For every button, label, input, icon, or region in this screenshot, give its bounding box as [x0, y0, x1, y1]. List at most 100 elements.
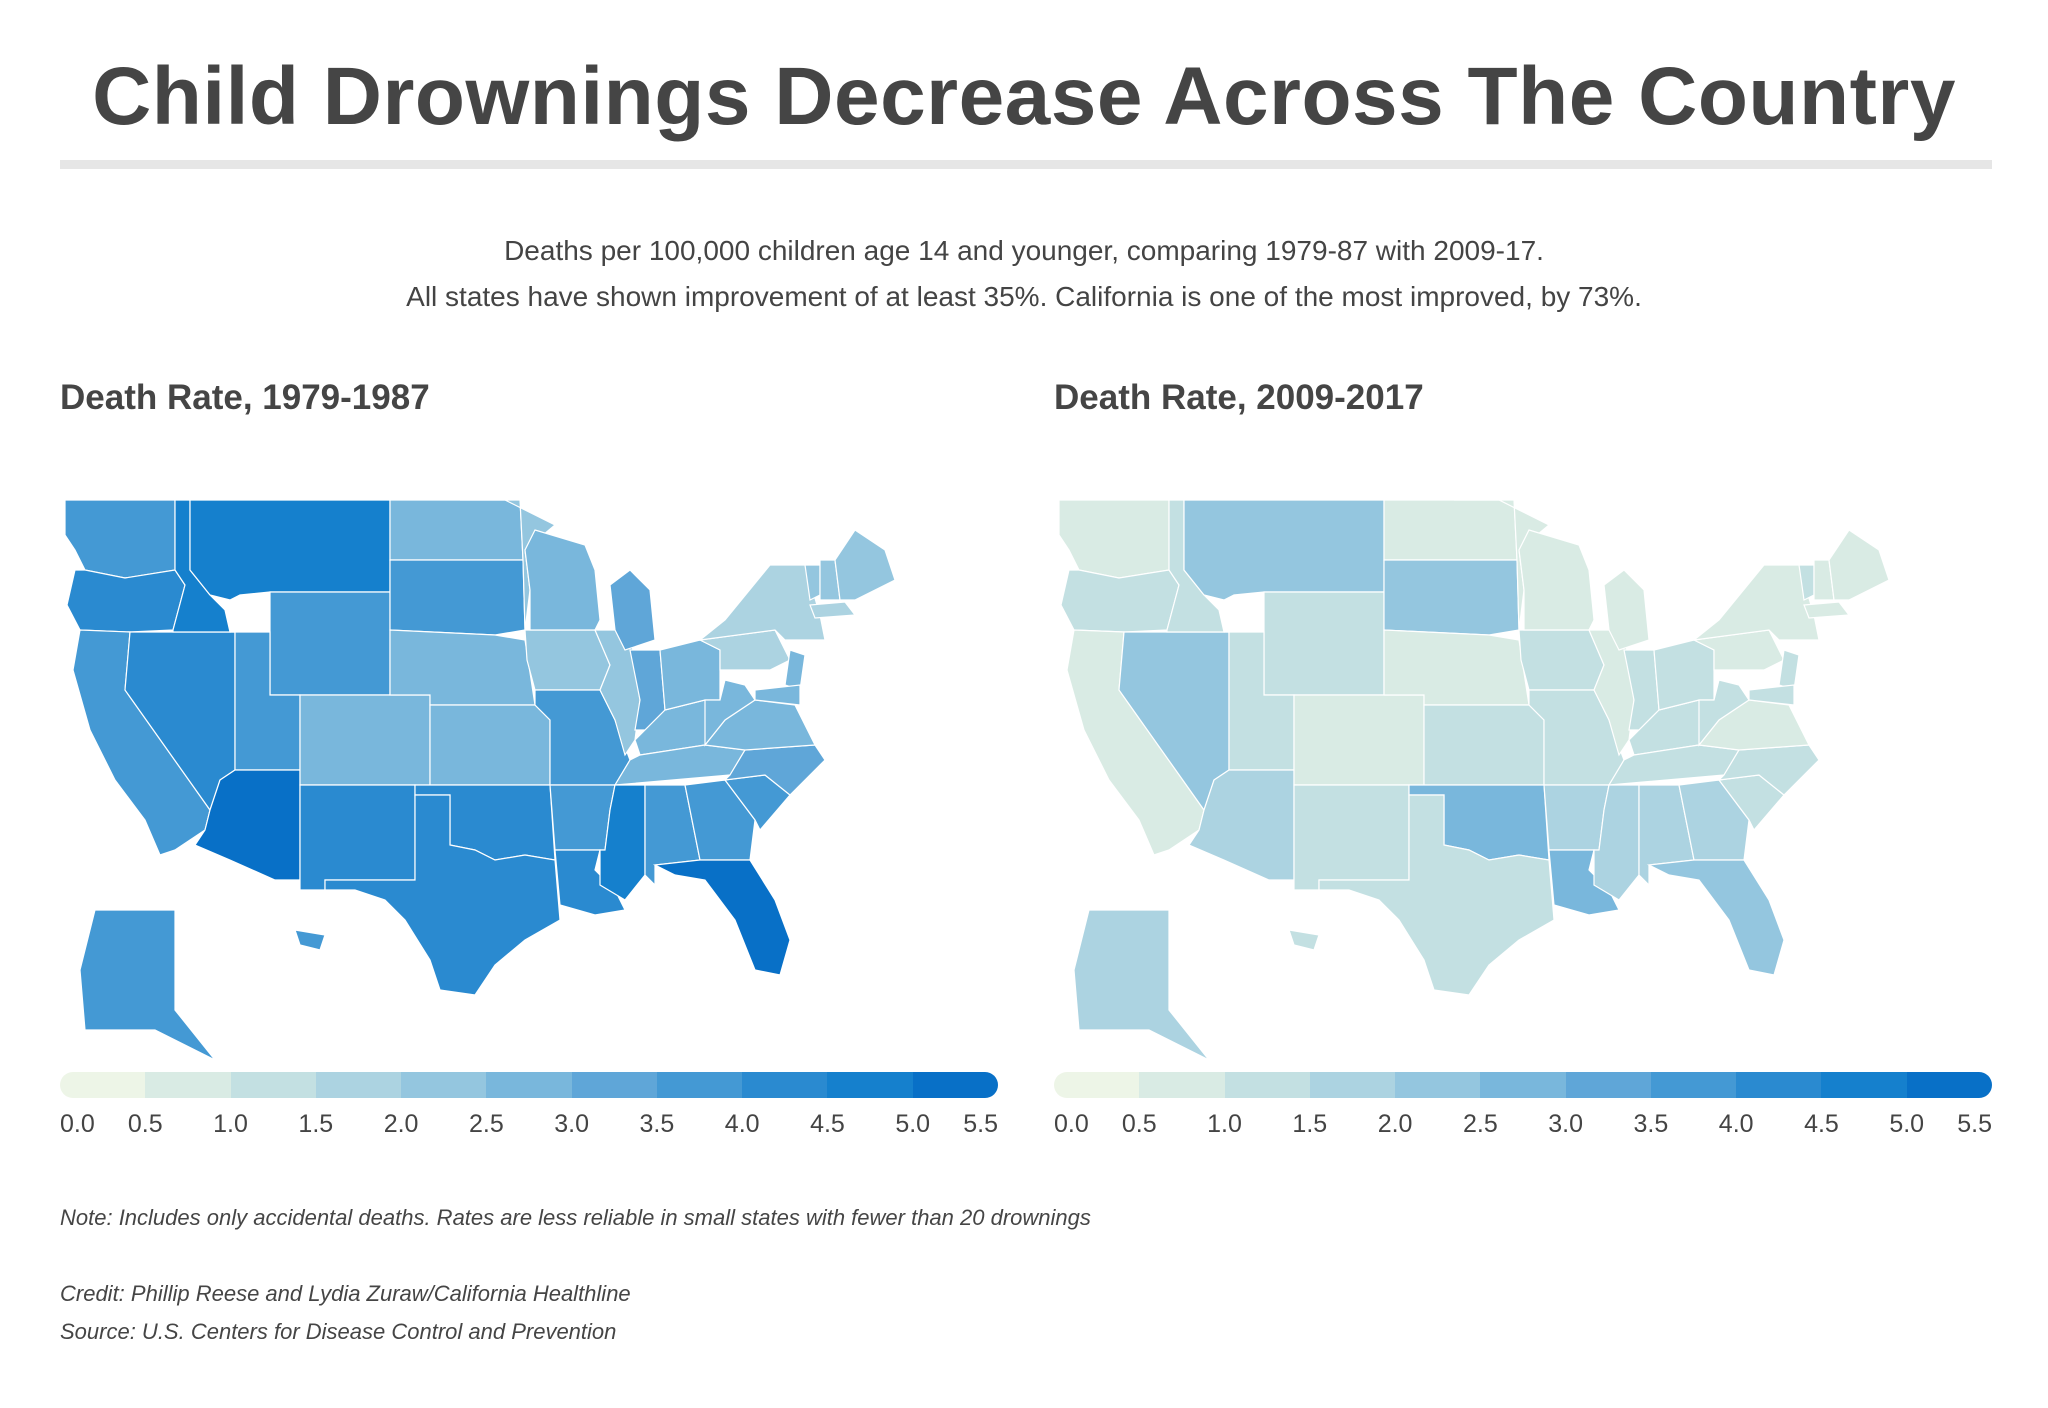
state-nm — [1293, 784, 1410, 891]
legend-tick-label: 1.0 — [1207, 1110, 1242, 1138]
legend-tick-label: 1.5 — [1292, 1110, 1328, 1138]
legend-2009-bar — [1054, 1072, 1992, 1098]
state-mt — [189, 499, 391, 601]
legend-tick-label: 4.5 — [1804, 1110, 1839, 1138]
state-fl — [652, 859, 791, 976]
legend-1979-labels: 0.0 0.5 1.0 1.5 2.0 2.5 3.0 3.5 4.0 4.5 5.0 5.5 — [60, 1110, 998, 1144]
legend-tick-label: 1.0 — [213, 1110, 248, 1138]
state-hi — [1288, 929, 1320, 951]
state-md — [754, 684, 801, 706]
page-title: Child Drownings Decrease Across The Coun… — [92, 51, 1956, 142]
state-nd — [1383, 499, 1518, 561]
legend-tick-label: 1.5 — [298, 1110, 334, 1138]
legend-tick-label: 3.0 — [1548, 1110, 1584, 1138]
state-md — [1748, 684, 1795, 706]
state-wy — [1263, 591, 1385, 696]
legend-tick-label: 2.0 — [383, 1110, 419, 1138]
legend-swatch — [401, 1072, 487, 1098]
legend-1979 — [60, 1072, 998, 1098]
state-co — [299, 694, 431, 786]
state-me — [834, 529, 896, 601]
state-wa — [1058, 499, 1170, 579]
state-or — [66, 569, 186, 633]
legend-tick-label: 3.5 — [1633, 1110, 1669, 1138]
legend-swatch — [656, 1072, 743, 1098]
state-ak — [1073, 909, 1210, 1061]
map-1979 — [55, 490, 1005, 1061]
state-la — [554, 849, 626, 916]
legend-tick-label: 5.0 — [1889, 1110, 1925, 1138]
state-la — [1548, 849, 1620, 916]
state-tx — [1318, 794, 1555, 996]
legend-tick-label: 3.5 — [639, 1110, 675, 1138]
legend-swatch — [1395, 1072, 1481, 1098]
state-mi — [609, 569, 656, 651]
legend-swatch — [1821, 1072, 1907, 1098]
legend-tick-label: 3.0 — [554, 1110, 590, 1138]
legend-swatch — [1736, 1072, 1822, 1098]
state-tx — [324, 794, 561, 996]
legend-swatch — [912, 1072, 998, 1098]
legend-tick-label: 5.0 — [895, 1110, 931, 1138]
state-ia — [524, 629, 611, 691]
state-ma — [1803, 601, 1851, 619]
legend-swatch — [1139, 1072, 1225, 1098]
legend-swatch — [1650, 1072, 1737, 1098]
source-text: Source: U.S. Centers for Disease Control… — [60, 1319, 617, 1344]
state-nm — [299, 784, 416, 891]
map-1979-title: Death Rate, 1979-1987 — [60, 378, 430, 417]
legend-tick-label: 4.0 — [1718, 1110, 1754, 1138]
legend-tick-label: 2.5 — [1462, 1110, 1498, 1138]
state-hi — [294, 929, 326, 951]
legend-2009-labels: 0.0 0.5 1.0 1.5 2.0 2.5 3.0 3.5 4.0 4.5 5.0 5.5 — [1054, 1110, 1992, 1144]
legend-tick-label: 4.0 — [724, 1110, 760, 1138]
legend-swatch — [1309, 1072, 1396, 1098]
state-ks — [429, 704, 551, 786]
subtitle-line-2: All states have shown improvement of at … — [406, 281, 1642, 312]
state-wv — [704, 679, 756, 747]
state-fl — [1646, 859, 1785, 976]
legend-tick-label: 0.0 — [1054, 1110, 1089, 1138]
legend-swatch — [1906, 1072, 1992, 1098]
state-ny — [1691, 564, 1820, 641]
legend-swatch — [486, 1072, 572, 1098]
state-me — [1828, 529, 1890, 601]
state-ne — [1383, 629, 1530, 706]
subtitle-line-1: Deaths per 100,000 children age 14 and y… — [504, 235, 1544, 266]
legend-swatch — [315, 1072, 402, 1098]
state-wi — [524, 529, 601, 631]
state-co — [1293, 694, 1425, 786]
state-ia — [1518, 629, 1605, 691]
state-or — [1060, 569, 1180, 633]
state-wv — [1698, 679, 1750, 747]
legend-tick-label: 0.0 — [60, 1110, 95, 1138]
credit-text: Credit: Phillip Reese and Lydia Zuraw/Ca… — [60, 1281, 631, 1306]
legend-swatch — [1054, 1072, 1140, 1098]
legend-tick-label: 5.5 — [963, 1110, 998, 1138]
state-mi — [1603, 569, 1650, 651]
legend-2009 — [1054, 1072, 1992, 1098]
state-sd — [1383, 559, 1520, 636]
state-wi — [1518, 529, 1595, 631]
state-wy — [269, 591, 391, 696]
map-2009-title: Death Rate, 2009-2017 — [1054, 378, 1424, 417]
legend-swatch — [1565, 1072, 1651, 1098]
state-ga — [684, 779, 756, 861]
legend-swatch — [1224, 1072, 1310, 1098]
state-ga — [1678, 779, 1750, 861]
state-ny — [697, 564, 826, 641]
map-1979-svg — [64, 499, 896, 1061]
map-2009-svg — [1058, 499, 1890, 1061]
legend-tick-label: 4.5 — [810, 1110, 845, 1138]
legend-1979-bar — [60, 1072, 998, 1098]
state-ar — [1543, 784, 1610, 851]
state-ak — [79, 909, 216, 1061]
state-ma — [809, 601, 857, 619]
legend-tick-label: 2.5 — [468, 1110, 504, 1138]
legend-swatch — [1480, 1072, 1566, 1098]
legend-tick-label: 5.5 — [1957, 1110, 1992, 1138]
state-wa — [64, 499, 176, 579]
state-mt — [1183, 499, 1385, 601]
legend-swatch — [827, 1072, 913, 1098]
legend-swatch — [60, 1072, 146, 1098]
